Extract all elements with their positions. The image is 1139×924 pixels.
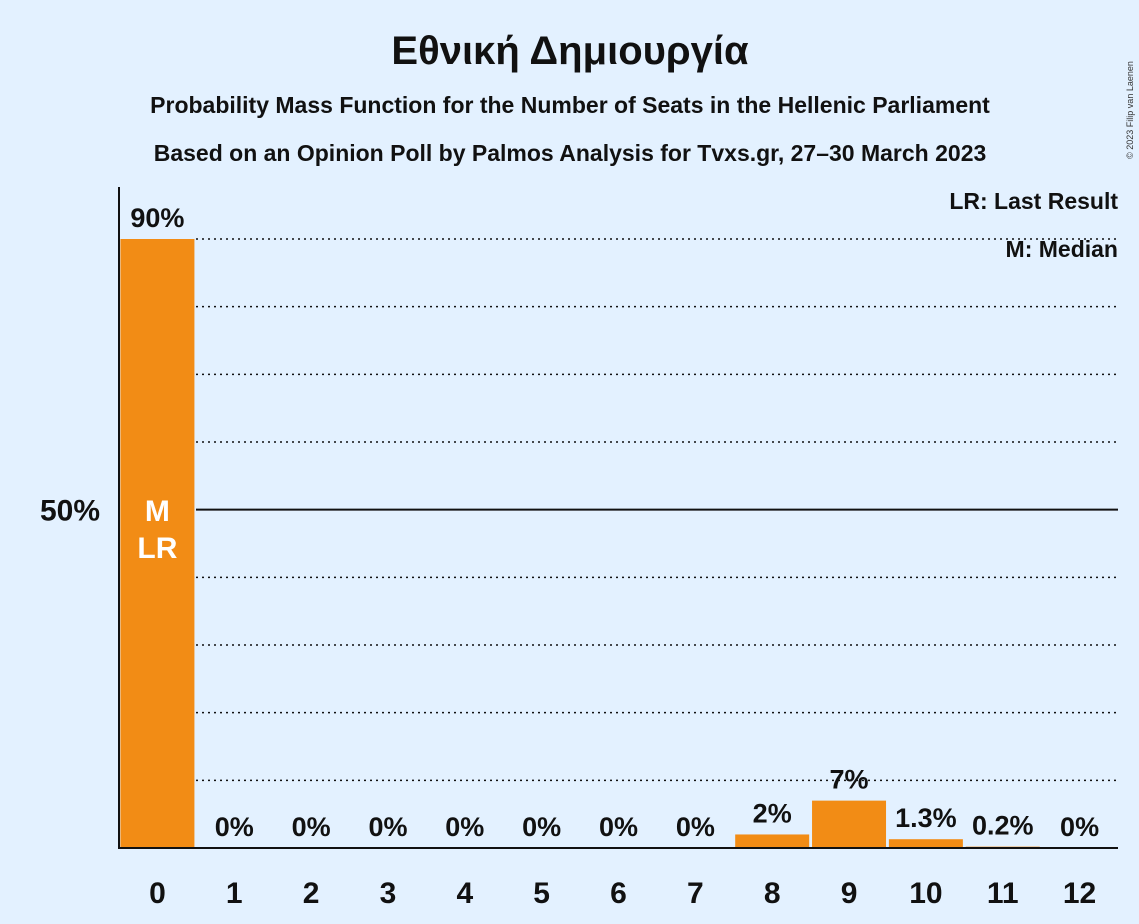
bar-8 [735, 834, 810, 848]
bar-0 [120, 239, 195, 848]
value-label-12: 0% [1060, 812, 1099, 842]
last-result-marker: LR [137, 532, 177, 565]
bar-9 [812, 800, 887, 848]
bar-markers: M LR [137, 495, 177, 565]
x-tick-label-3: 3 [380, 877, 397, 910]
value-label-8: 2% [753, 798, 792, 828]
value-label-10: 1.3% [895, 803, 957, 833]
y-tick-labels: 50% [40, 495, 100, 528]
x-tick-label-11: 11 [987, 877, 1019, 910]
x-tick-label-0: 0 [149, 877, 166, 910]
bars [120, 239, 1040, 848]
value-labels: 90% 0% 0% 0% 0% 0% 0% 0% 2% 7% 1.3% 0.2% 0% [130, 203, 1099, 842]
y-tick-label: 50% [40, 495, 100, 528]
copyright-notice: © 2023 Filip van Laenen [1125, 61, 1135, 159]
legend-last-result: LR: Last Result [949, 188, 1118, 214]
chart-title: Εθνική Δημιουργία [391, 29, 749, 73]
x-tick-label-8: 8 [764, 877, 781, 910]
chart-subtitle-1: Probability Mass Function for the Number… [150, 92, 990, 118]
x-tick-label-12: 12 [1063, 877, 1096, 910]
x-tick-label-4: 4 [456, 877, 473, 910]
x-tick-label-6: 6 [610, 877, 627, 910]
value-label-6: 0% [599, 812, 638, 842]
value-label-4: 0% [445, 812, 484, 842]
value-label-0: 90% [130, 203, 184, 233]
x-tick-label-1: 1 [226, 877, 243, 910]
x-tick-label-2: 2 [303, 877, 320, 910]
median-marker: M [145, 495, 170, 528]
x-tick-label-9: 9 [841, 877, 858, 910]
value-label-3: 0% [368, 812, 407, 842]
x-tick-labels: 0 1 2 3 4 5 6 7 8 9 10 11 12 [149, 877, 1096, 910]
value-label-7: 0% [676, 812, 715, 842]
bar-10 [888, 839, 963, 848]
value-label-2: 0% [292, 812, 331, 842]
value-label-11: 0.2% [972, 811, 1034, 841]
gridlines [196, 238, 1118, 782]
value-label-9: 7% [830, 765, 869, 795]
chart-subtitle-2: Based on an Opinion Poll by Palmos Analy… [154, 140, 987, 166]
value-label-5: 0% [522, 812, 561, 842]
x-tick-label-7: 7 [687, 877, 704, 910]
x-tick-label-5: 5 [533, 877, 550, 910]
legend-median: M: Median [1006, 236, 1118, 262]
value-label-1: 0% [215, 812, 254, 842]
x-tick-label-10: 10 [909, 877, 942, 910]
